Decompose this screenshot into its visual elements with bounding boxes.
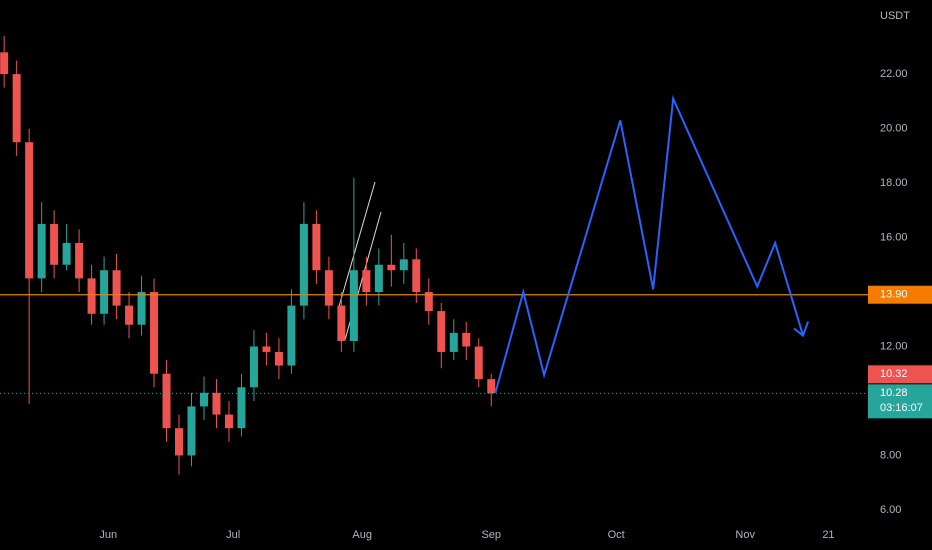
candle-body (62, 242, 71, 265)
last-price-box (868, 384, 932, 419)
candle-body (237, 387, 246, 429)
countdown-label: 03:16:07 (880, 402, 923, 414)
candle-body (175, 428, 184, 456)
candle-body (262, 346, 271, 352)
candle-body (212, 392, 221, 415)
candle-body (50, 223, 59, 265)
candle-body (187, 406, 196, 456)
level-label: 13.90 (880, 289, 908, 301)
candle-body (424, 292, 433, 312)
trend-line (337, 181, 376, 311)
candle-body (449, 332, 458, 352)
candle-body (474, 346, 483, 380)
last-price-label: 10.28 (880, 387, 908, 399)
candle-body (462, 332, 471, 347)
x-tick-label: Aug (352, 529, 372, 541)
candle-body (249, 346, 258, 388)
candle-body (362, 270, 371, 293)
candle-body (224, 414, 233, 429)
candle-body (25, 142, 34, 279)
x-tick-label: 21 (822, 529, 834, 541)
candle-body (349, 270, 358, 342)
candle-body (100, 270, 109, 314)
candle-body (87, 278, 96, 314)
projection-line (494, 94, 805, 394)
candle-body (0, 52, 9, 75)
x-tick-label: Jul (226, 529, 240, 541)
candle-body (287, 305, 296, 366)
candle-body (112, 270, 121, 306)
candle-body (399, 259, 408, 271)
y-tick-label: 16.00 (880, 231, 908, 243)
y-tick-label: 12.00 (880, 340, 908, 352)
y-tick-label: 20.00 (880, 122, 908, 134)
projection-arrowhead (793, 321, 809, 338)
candle-body (37, 223, 46, 279)
x-tick-label: Nov (735, 529, 755, 541)
candle-body (75, 242, 84, 279)
candle-body (299, 223, 308, 306)
candle-body (312, 223, 321, 271)
candle-body (487, 379, 496, 394)
y-tick-label: 8.00 (880, 449, 901, 461)
candle-body (199, 392, 208, 407)
high-price-box (868, 365, 932, 384)
candle-body (374, 264, 383, 293)
candle-body (12, 74, 21, 143)
candle-body (337, 305, 346, 342)
x-tick-label: Oct (608, 529, 625, 541)
candle-body (387, 264, 396, 271)
candle-body (324, 270, 333, 306)
currency-label: USDT (880, 10, 910, 22)
y-tick-label: 18.00 (880, 177, 908, 189)
y-tick-label: 6.00 (880, 504, 901, 516)
candle-body (125, 305, 134, 325)
candle-body (437, 311, 446, 352)
candle-body (150, 292, 159, 374)
candle-body (137, 292, 146, 325)
candle-body (412, 259, 421, 293)
y-tick-label: 22.00 (880, 68, 908, 80)
high-price-label: 10.32 (880, 368, 908, 380)
level-label-box (868, 285, 932, 304)
candle-body (274, 351, 283, 366)
candle-body (162, 373, 171, 429)
x-tick-label: Sep (481, 529, 501, 541)
x-tick-label: Jun (99, 529, 117, 541)
